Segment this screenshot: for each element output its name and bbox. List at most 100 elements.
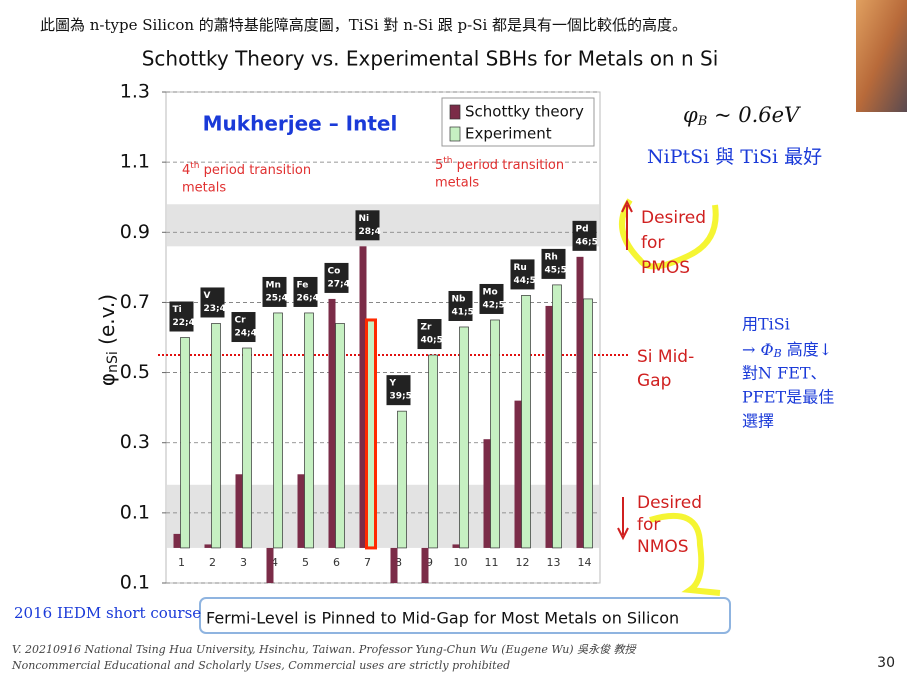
arrow-head	[621, 199, 633, 213]
conclusion-box	[199, 597, 731, 634]
annotation: for	[637, 515, 660, 535]
bar	[545, 305, 553, 548]
y-tick-label: 0.1	[120, 572, 150, 594]
annotation: for	[641, 233, 664, 253]
period-label-part: th	[443, 156, 452, 166]
element-box	[448, 290, 473, 321]
note: 對N FET、	[742, 364, 827, 383]
bar	[180, 337, 190, 549]
x-tick-label: 5	[302, 556, 309, 569]
element-number: 44;5	[514, 276, 536, 286]
period-label: metals	[435, 176, 479, 191]
x-tick-label: 6	[333, 556, 340, 569]
page-number: 30	[877, 655, 895, 671]
y-tick-label: 0.1	[120, 501, 150, 523]
period-label-part: 5	[435, 158, 443, 173]
element-symbol: Mn	[266, 280, 281, 290]
bar	[359, 246, 367, 548]
note-part: Φ	[761, 340, 774, 359]
element-box	[386, 375, 411, 406]
y-axis-label-part: φ	[95, 373, 119, 386]
annotation: Si Mid-	[637, 347, 694, 367]
element-number: 46;5	[576, 237, 598, 247]
x-tick-label: 4	[271, 556, 278, 569]
bar	[514, 400, 522, 548]
element-number: 26;4	[297, 293, 319, 303]
bar	[483, 439, 491, 548]
element-box	[324, 262, 349, 293]
y-axis-label: φnSi (e.v.)	[95, 294, 122, 386]
y-tick-label: 1.1	[120, 151, 150, 173]
bar	[235, 474, 243, 548]
bar	[204, 544, 212, 548]
element-number: 23;4	[204, 304, 226, 314]
annotation: Gap	[637, 371, 671, 391]
element-box	[417, 319, 442, 350]
bar	[428, 354, 438, 549]
best-annotation: NiPtSi 與 TiSi 最好	[647, 146, 822, 168]
x-tick-label: 3	[240, 556, 247, 569]
x-tick-label: 13	[547, 556, 561, 569]
y-axis-label-part: nSi	[105, 351, 121, 373]
element-symbol: Y	[389, 379, 397, 389]
x-tick-label: 9	[426, 556, 433, 569]
note: 用TiSi	[742, 315, 790, 334]
note-part: →	[742, 340, 761, 359]
phi-annotation-part: φ	[683, 103, 698, 127]
element-symbol: Fe	[297, 280, 309, 290]
bar	[490, 319, 500, 549]
bar	[335, 323, 345, 549]
phi-annotation-part: B	[697, 114, 708, 129]
element-number: 27;4	[328, 279, 350, 289]
element-number: 42;5	[483, 300, 505, 310]
bar	[576, 256, 584, 548]
legend-label: Schottky theory	[465, 103, 584, 121]
phi-annotation-part: ~ 0.6eV	[707, 103, 801, 127]
element-box	[355, 210, 380, 241]
bar	[242, 347, 252, 549]
element-box	[231, 312, 256, 343]
element-number: 41;5	[452, 307, 474, 317]
element-number: 25;4	[266, 293, 288, 303]
element-symbol: Zr	[421, 323, 433, 333]
period-label: 4th period transition	[182, 161, 311, 178]
element-symbol: Mo	[483, 287, 498, 297]
y-tick-label: 0.9	[120, 221, 150, 243]
period-label-part: period transition	[453, 158, 565, 173]
y-tick-label: 1.3	[120, 81, 150, 103]
element-box	[510, 259, 535, 290]
element-symbol: Ni	[359, 214, 370, 224]
bar	[297, 474, 305, 548]
y-tick-label: 0.7	[120, 291, 150, 313]
header: 此圖為 n-type Silicon 的蕭特基能障高度圖，TiSi 對 n-Si…	[40, 16, 687, 34]
note: PFET是最佳	[742, 388, 834, 407]
bar	[421, 547, 429, 583]
reference-band	[166, 484, 600, 548]
bar	[273, 312, 283, 549]
element-symbol: Pd	[576, 224, 589, 234]
bar	[552, 284, 562, 549]
note-part: 高度↓	[782, 340, 833, 359]
period-label: metals	[182, 181, 226, 196]
reference-band	[166, 204, 600, 247]
phi-annotation: φB ~ 0.6eV	[683, 103, 801, 129]
element-box	[541, 248, 566, 279]
element-symbol: Co	[328, 266, 341, 276]
inner-title: Mukherjee – Intel	[203, 112, 398, 136]
bar	[328, 298, 336, 548]
bar	[521, 295, 531, 549]
y-tick-label: 0.5	[120, 361, 150, 383]
element-box	[572, 220, 597, 251]
x-tick-label: 2	[209, 556, 216, 569]
annotation: PMOS	[641, 258, 690, 278]
y-axis-label-part: (e.v.)	[95, 294, 119, 351]
element-box	[293, 276, 318, 307]
bar	[173, 533, 181, 548]
legend-swatch	[449, 126, 461, 142]
highlight-stroke	[649, 513, 721, 596]
element-symbol: V	[204, 291, 211, 301]
period-label-part: period transition	[200, 163, 312, 178]
period-label-part: th	[190, 161, 199, 171]
bar	[459, 326, 469, 549]
x-tick-label: 8	[395, 556, 402, 569]
